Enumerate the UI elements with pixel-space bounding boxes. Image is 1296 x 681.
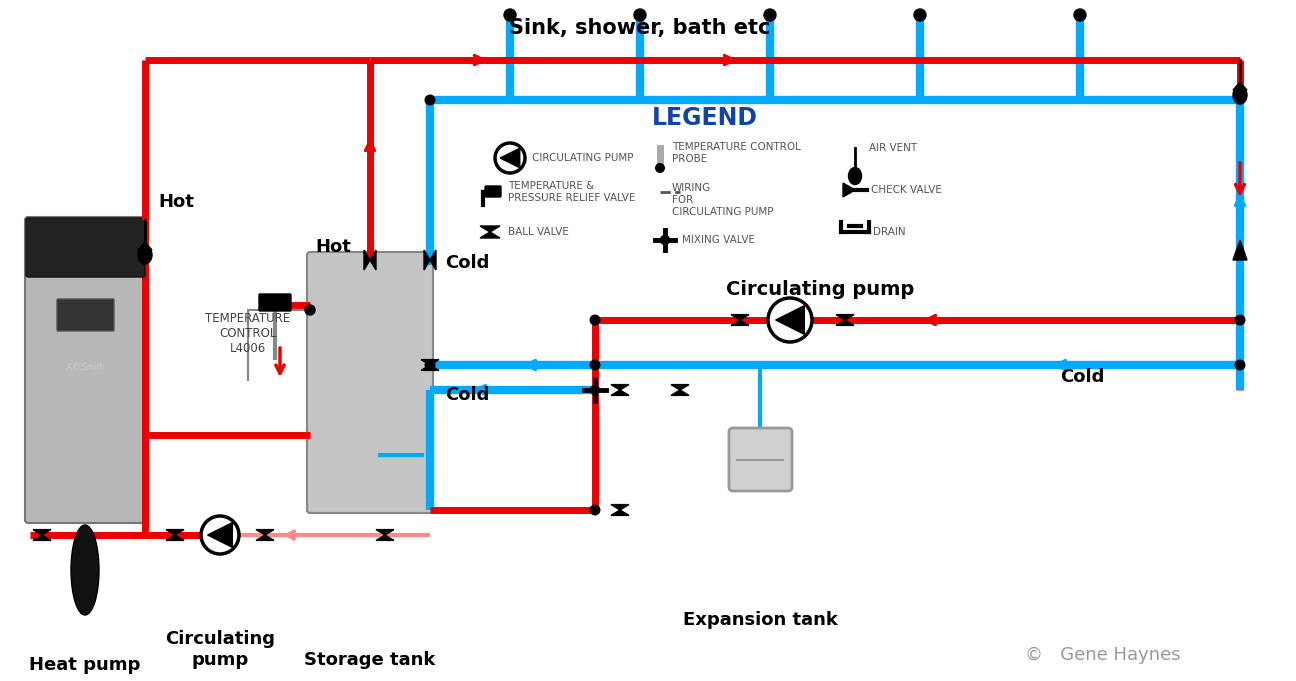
- Text: TEMPERATURE CONTROL
PROBE: TEMPERATURE CONTROL PROBE: [673, 142, 801, 164]
- Polygon shape: [776, 306, 805, 334]
- Text: Sink, shower, bath etc: Sink, shower, bath etc: [509, 18, 771, 38]
- Text: Cold: Cold: [1060, 368, 1104, 386]
- Polygon shape: [610, 385, 629, 396]
- Circle shape: [1074, 9, 1086, 21]
- Circle shape: [634, 9, 645, 21]
- Circle shape: [1235, 315, 1245, 326]
- Ellipse shape: [1232, 86, 1247, 104]
- Text: MIXING VALVE: MIXING VALVE: [682, 235, 756, 245]
- Ellipse shape: [71, 525, 98, 615]
- Circle shape: [495, 143, 525, 173]
- Circle shape: [1235, 360, 1245, 370]
- Text: AIR VENT: AIR VENT: [870, 143, 918, 153]
- Polygon shape: [424, 250, 435, 270]
- Polygon shape: [480, 226, 500, 238]
- Text: Heat pump: Heat pump: [30, 656, 141, 674]
- FancyBboxPatch shape: [26, 218, 145, 277]
- Circle shape: [425, 95, 435, 106]
- Ellipse shape: [849, 168, 862, 185]
- FancyBboxPatch shape: [259, 294, 292, 311]
- Text: Hot: Hot: [315, 238, 351, 256]
- Polygon shape: [671, 385, 689, 396]
- Circle shape: [765, 9, 776, 21]
- Text: TEMPERATURE &
PRESSURE RELIEF VALVE: TEMPERATURE & PRESSURE RELIEF VALVE: [508, 181, 635, 203]
- Circle shape: [769, 298, 813, 342]
- Text: A.O.Smith: A.O.Smith: [66, 363, 104, 372]
- FancyBboxPatch shape: [485, 186, 502, 197]
- Circle shape: [305, 305, 315, 315]
- Polygon shape: [207, 522, 232, 548]
- Text: Cold: Cold: [445, 254, 490, 272]
- Polygon shape: [1232, 240, 1247, 260]
- Polygon shape: [32, 530, 51, 541]
- Polygon shape: [364, 250, 376, 270]
- Circle shape: [590, 360, 600, 370]
- Polygon shape: [257, 530, 273, 541]
- Text: DRAIN: DRAIN: [874, 227, 906, 237]
- Text: Circulating pump: Circulating pump: [726, 280, 914, 299]
- Polygon shape: [421, 360, 439, 370]
- Text: ©   Gene Haynes: © Gene Haynes: [1025, 646, 1181, 664]
- Polygon shape: [166, 530, 184, 541]
- Polygon shape: [842, 183, 855, 197]
- Text: CHECK VALVE: CHECK VALVE: [871, 185, 942, 195]
- Text: Hot: Hot: [158, 193, 194, 211]
- Polygon shape: [836, 315, 854, 326]
- Circle shape: [661, 236, 670, 244]
- Circle shape: [591, 385, 600, 394]
- Circle shape: [504, 9, 516, 21]
- Circle shape: [914, 9, 927, 21]
- Text: Cold: Cold: [445, 386, 490, 404]
- Polygon shape: [500, 148, 520, 168]
- Text: LEGEND: LEGEND: [652, 106, 758, 130]
- FancyBboxPatch shape: [57, 299, 114, 331]
- Circle shape: [590, 505, 600, 516]
- Polygon shape: [1232, 82, 1247, 90]
- FancyBboxPatch shape: [25, 217, 146, 523]
- Polygon shape: [137, 242, 152, 250]
- Text: WIRING
FOR
CIRCULATING PUMP: WIRING FOR CIRCULATING PUMP: [673, 183, 774, 217]
- Circle shape: [654, 163, 665, 173]
- FancyBboxPatch shape: [728, 428, 792, 491]
- FancyBboxPatch shape: [307, 252, 433, 513]
- Polygon shape: [731, 315, 749, 326]
- Text: BALL VALVE: BALL VALVE: [508, 227, 569, 237]
- Circle shape: [201, 516, 238, 554]
- Ellipse shape: [137, 246, 152, 264]
- Text: Expansion tank: Expansion tank: [683, 611, 837, 629]
- Text: Circulating
pump: Circulating pump: [165, 630, 275, 669]
- Circle shape: [590, 315, 600, 326]
- Text: CIRCULATING PUMP: CIRCULATING PUMP: [531, 153, 634, 163]
- Polygon shape: [376, 530, 394, 541]
- Polygon shape: [610, 505, 629, 516]
- Text: Storage tank: Storage tank: [305, 651, 435, 669]
- Text: TEMPERATURE
CONTROL
L4006: TEMPERATURE CONTROL L4006: [206, 312, 290, 355]
- Circle shape: [425, 360, 435, 370]
